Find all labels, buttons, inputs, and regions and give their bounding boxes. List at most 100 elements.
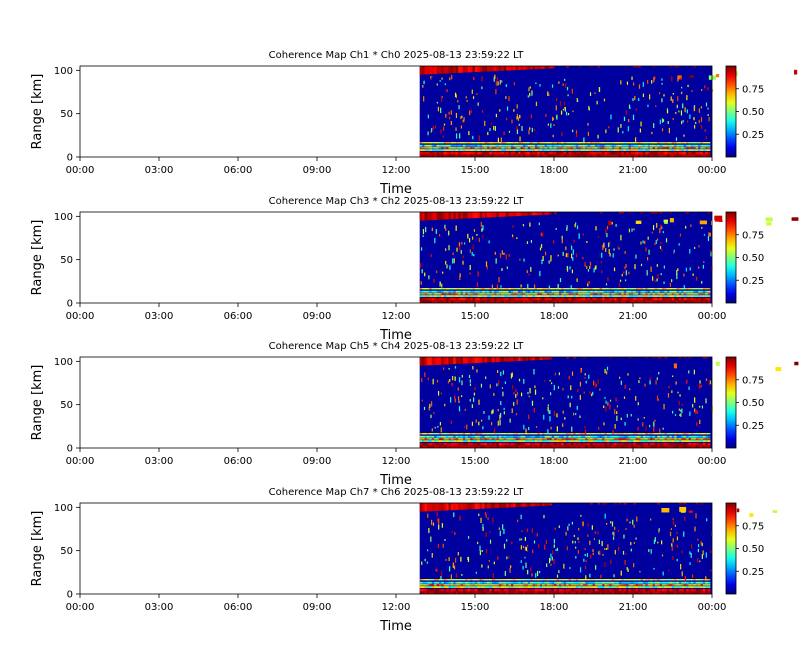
lower-band-cell: [650, 440, 653, 442]
lower-band-cell: [491, 445, 495, 448]
lower-band-cell: [611, 300, 615, 303]
lower-band-cell: [470, 293, 473, 295]
lower-band-cell: [599, 445, 603, 448]
upper-coherence-cell: [486, 357, 490, 363]
lower-band-cell: [674, 142, 677, 144]
lower-band-cell: [520, 581, 524, 584]
lower-band-cell: [462, 579, 466, 581]
lower-band-cell: [683, 293, 687, 295]
lower-band-cell: [635, 591, 639, 594]
lower-band-cell: [419, 588, 423, 592]
lower-band-cell: [633, 591, 636, 594]
lower-band-cell: [597, 151, 600, 155]
lower-band-cell: [575, 295, 579, 297]
lower-band-cell: [510, 290, 514, 293]
lower-band-cell: [450, 586, 454, 588]
speckle-cell: [574, 223, 576, 228]
lower-band-cell: [424, 588, 428, 592]
lower-band-cell: [628, 144, 632, 147]
speckle-cell: [653, 426, 655, 432]
lower-band-cell: [549, 154, 552, 157]
lower-band-cell: [441, 442, 444, 446]
lower-band-cell: [426, 151, 430, 155]
lower-band-cell: [652, 142, 656, 144]
speckle-cell: [654, 76, 656, 79]
lower-band-cell: [462, 435, 466, 438]
lower-band-cell: [522, 433, 526, 435]
speckle-cell: [607, 401, 609, 406]
lower-band-cell: [614, 290, 617, 293]
lower-band-cell: [623, 295, 627, 297]
lower-band-cell: [604, 438, 608, 440]
lower-band-cell: [506, 435, 509, 438]
speckle-cell: [525, 562, 527, 569]
lower-band-cell: [472, 435, 476, 438]
lower-band-cell: [578, 154, 581, 157]
lower-band-cell: [539, 297, 543, 301]
lower-band-cell: [501, 579, 504, 581]
speckle-cell: [620, 123, 622, 128]
lower-band-cell: [686, 586, 689, 588]
lower-band-cell: [520, 438, 524, 440]
upper-coherence-cell: [794, 69, 798, 75]
lower-band-cell: [561, 579, 564, 581]
lower-band-cell: [602, 300, 605, 303]
lower-band-cell: [558, 300, 562, 303]
lower-band-cell: [477, 300, 480, 303]
upper-coherence-cell: [429, 503, 432, 512]
lower-band-cell: [650, 445, 653, 448]
lower-band-cell: [570, 445, 574, 448]
speckle-cell: [528, 87, 530, 92]
speckle-cell: [524, 546, 527, 551]
lower-band-cell: [676, 295, 680, 297]
speckle-cell: [511, 119, 513, 124]
upper-coherence-cell: [474, 66, 478, 73]
lower-band-cell: [621, 300, 624, 303]
lower-band-cell: [443, 295, 447, 297]
lower-band-cell: [580, 142, 584, 144]
lower-band-cell: [474, 300, 478, 303]
lower-band-cell: [518, 293, 521, 295]
lower-band-cell: [441, 149, 444, 151]
speckle-cell: [687, 120, 689, 123]
lower-band-cell: [633, 144, 636, 147]
lower-band-cell: [669, 586, 672, 588]
lower-band-cell: [628, 149, 632, 151]
speckle-cell: [662, 119, 665, 122]
lower-band-cell: [477, 154, 480, 157]
lower-band-cell: [630, 591, 634, 594]
lower-band-cell: [676, 300, 680, 303]
speckle-cell: [495, 89, 497, 95]
lower-band-cell: [434, 144, 437, 147]
lower-band-cell: [527, 586, 531, 588]
lower-band-cell: [474, 142, 478, 144]
lower-band-cell: [568, 591, 572, 594]
lower-band-cell: [616, 588, 620, 592]
lower-band-cell: [650, 295, 653, 297]
lower-band-cell: [666, 300, 670, 303]
upper-coherence-cell: [621, 212, 624, 214]
lower-band-cell: [628, 588, 632, 592]
lower-band-cell: [446, 147, 449, 149]
speckle-cell: [472, 96, 475, 99]
speckle-cell: [584, 373, 586, 376]
lower-band-cell: [455, 290, 459, 293]
lower-band-cell: [438, 295, 442, 297]
lower-band-cell: [539, 154, 543, 157]
speckle-cell: [432, 378, 434, 385]
lower-band-cell: [666, 435, 670, 438]
lower-band-cell: [539, 435, 543, 438]
speckle-cell: [451, 75, 453, 80]
speckle-cell: [669, 282, 672, 287]
lower-band-cell: [604, 144, 608, 147]
lower-band-cell: [467, 300, 471, 303]
speckle-cell: [520, 538, 523, 541]
lower-band-cell: [482, 300, 485, 303]
upper-coherence-cell: [436, 66, 440, 74]
lower-band-cell: [606, 435, 610, 438]
speckle-cell: [481, 228, 483, 232]
lower-band-cell: [506, 588, 509, 592]
lower-band-cell: [580, 151, 584, 155]
speckle-cell: [476, 282, 479, 288]
upper-coherence-cell: [458, 212, 461, 219]
